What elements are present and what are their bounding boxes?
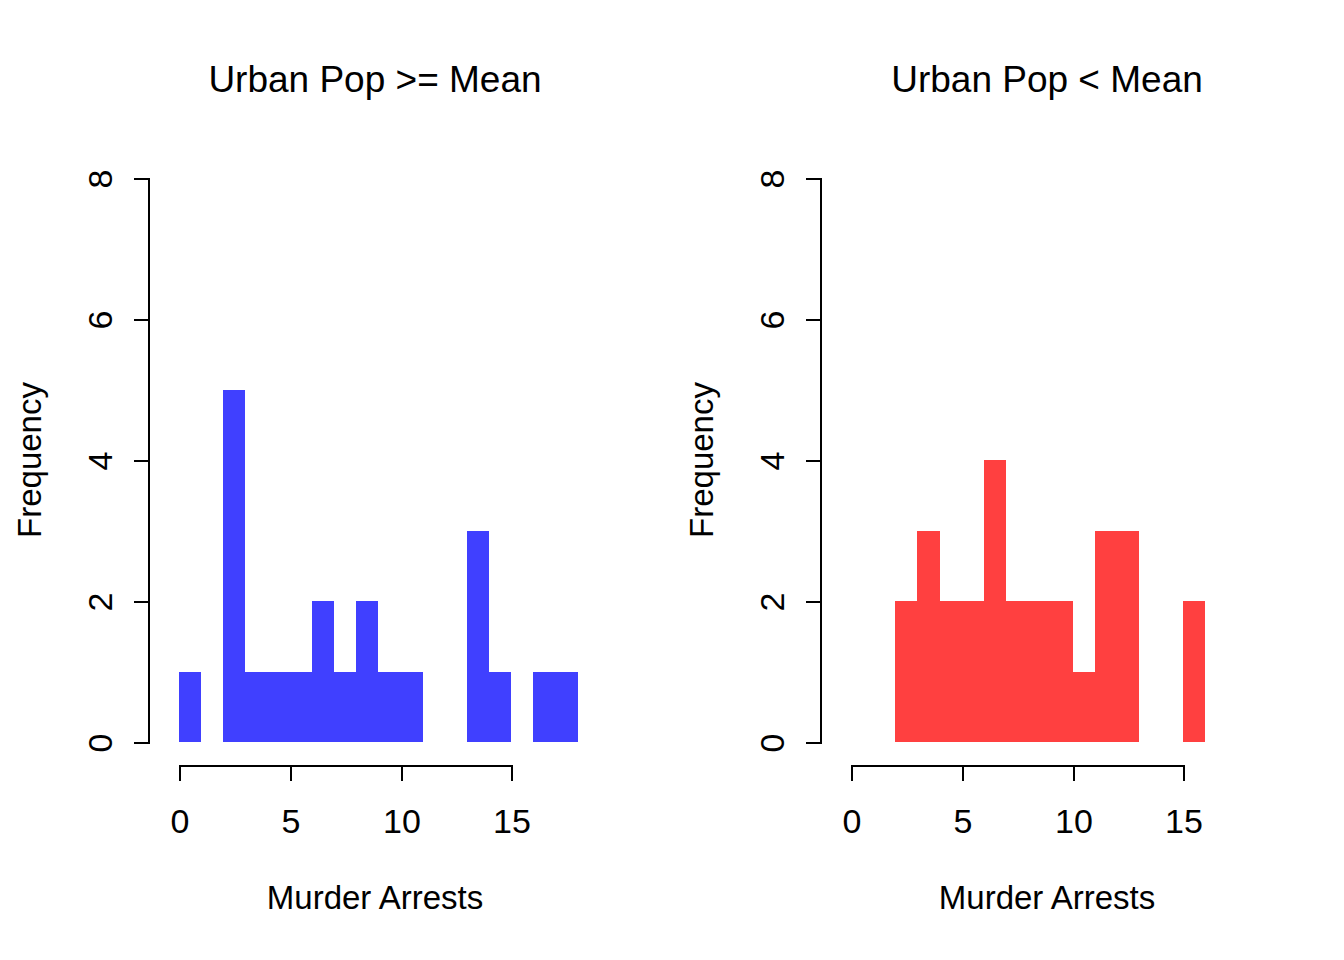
y-tick-label: 4 [753,452,792,471]
y-tick-label: 0 [81,734,120,753]
histogram-bar [984,460,1006,742]
histogram-bar [1006,601,1028,742]
histogram-bar [1095,531,1117,742]
histogram-bar [312,601,334,742]
histogram-bar [533,672,556,742]
histogram-bar [917,531,940,742]
y-tick-mark [134,460,148,462]
histogram-bar [378,672,401,742]
y-tick-label: 2 [81,593,120,612]
y-tick-mark [134,601,148,603]
y-tick-mark [134,319,148,321]
histogram-bar [334,672,356,742]
histogram-bar [223,390,245,742]
x-tick-label: 5 [282,802,301,841]
histogram-bar [556,672,578,742]
x-tick-label: 0 [843,802,862,841]
histogram-bar [1183,601,1205,742]
histogram-bar [356,601,378,742]
figure-canvas: Urban Pop >= Mean Frequency Murder Arres… [0,0,1344,960]
x-tick-label: 10 [383,802,421,841]
x-axis-line [179,765,513,767]
histogram-bar [940,601,962,742]
x-tick-label: 15 [493,802,531,841]
x-tick-mark [962,767,964,781]
y-tick-label: 4 [81,452,120,471]
y-tick-label: 6 [81,311,120,330]
y-axis-line [820,178,822,744]
histogram-bar [1117,531,1139,742]
histogram-bar [489,672,511,742]
y-tick-label: 8 [753,170,792,189]
histogram-bar [268,672,290,742]
y-tick-mark [806,460,820,462]
x-tick-mark [851,767,853,781]
histogram-bar [962,601,984,742]
y-tick-mark [806,178,820,180]
y-tick-mark [806,319,820,321]
x-tick-mark [1183,767,1185,781]
y-tick-mark [806,601,820,603]
y-tick-label: 6 [753,311,792,330]
histogram-bar [1050,601,1073,742]
x-tick-mark [511,767,513,781]
histogram-bar [179,672,201,742]
y-tick-mark [806,742,820,744]
x-tick-mark [401,767,403,781]
y-tick-label: 0 [753,734,792,753]
histogram-bar [290,672,312,742]
histogram-panel-left: Urban Pop >= Mean Frequency Murder Arres… [0,0,672,960]
y-tick-label: 2 [753,593,792,612]
x-tick-label: 15 [1165,802,1203,841]
histogram-bar [1028,601,1050,742]
histogram-bar [245,672,268,742]
y-tick-mark [134,178,148,180]
histogram-bar [467,531,489,742]
x-tick-mark [290,767,292,781]
histogram-bar [1073,672,1095,742]
histogram-panel-right: Urban Pop < Mean Frequency Murder Arrest… [672,0,1344,960]
y-tick-label: 8 [81,170,120,189]
x-tick-label: 5 [954,802,973,841]
x-tick-label: 10 [1055,802,1093,841]
x-tick-label: 0 [171,802,190,841]
histogram-bar [895,601,917,742]
bars-layer [0,0,672,960]
bars-layer [672,0,1344,960]
x-tick-mark [1073,767,1075,781]
histogram-bar [401,672,423,742]
y-tick-mark [134,742,148,744]
y-axis-line [148,178,150,744]
x-axis-line [851,765,1185,767]
x-tick-mark [179,767,181,781]
